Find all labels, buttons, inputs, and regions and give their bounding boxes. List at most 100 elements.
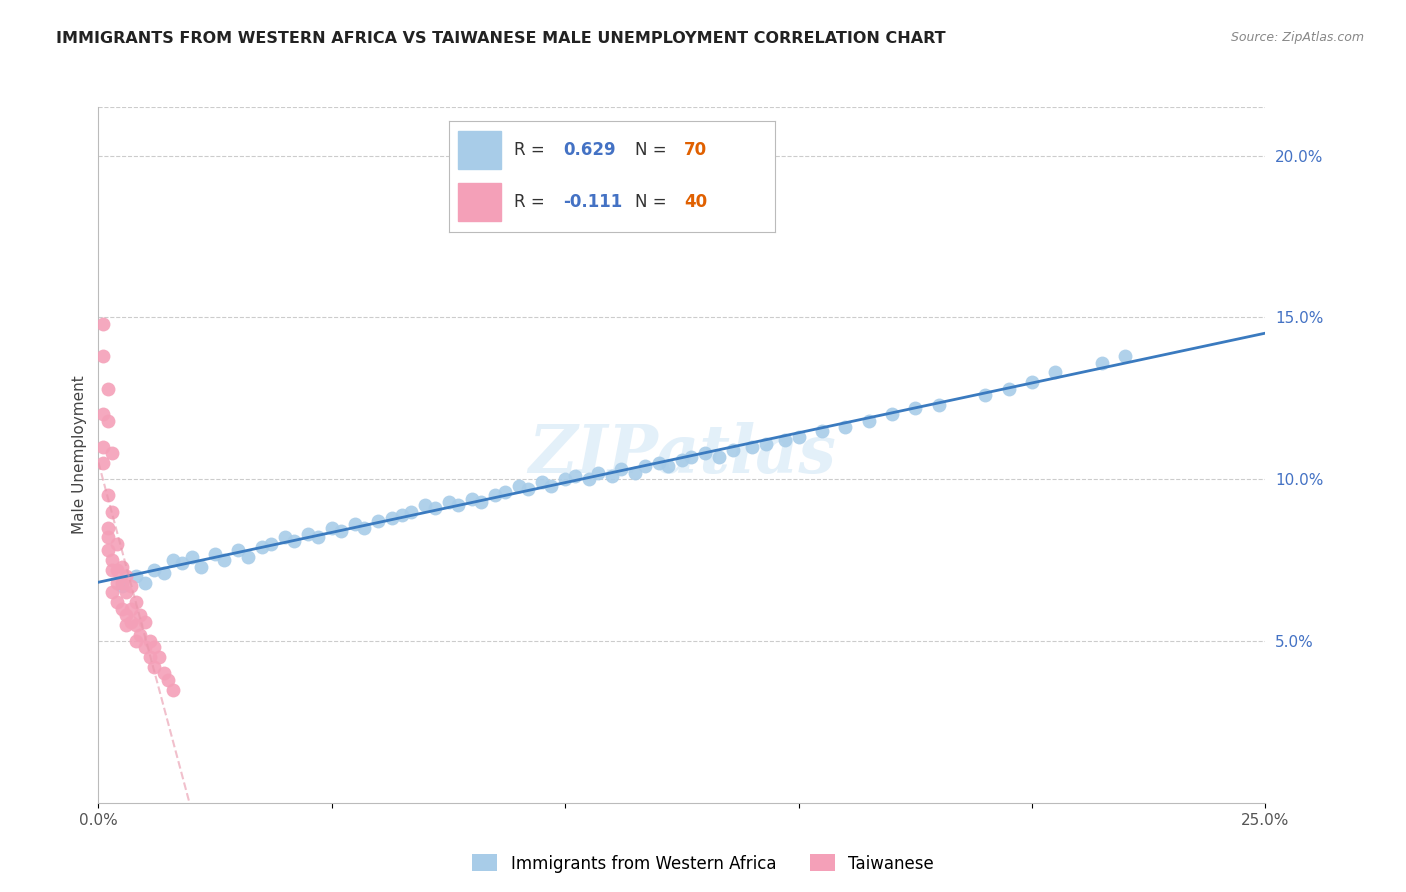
Point bbox=[101, 585, 124, 599]
Point bbox=[115, 608, 138, 623]
Point bbox=[624, 466, 647, 480]
Point bbox=[101, 504, 124, 518]
Point bbox=[353, 521, 375, 535]
Point bbox=[610, 462, 633, 476]
Point bbox=[111, 601, 134, 615]
Point bbox=[120, 615, 142, 629]
Point bbox=[399, 504, 422, 518]
Point bbox=[997, 382, 1019, 396]
Point bbox=[1021, 375, 1043, 389]
Point bbox=[516, 482, 538, 496]
Point bbox=[125, 569, 148, 583]
Point bbox=[91, 456, 114, 470]
Point bbox=[134, 615, 156, 629]
Point bbox=[97, 543, 120, 558]
Point bbox=[101, 553, 124, 567]
Y-axis label: Male Unemployment: Male Unemployment bbox=[72, 376, 87, 534]
Point bbox=[162, 682, 184, 697]
Point bbox=[413, 498, 436, 512]
Point bbox=[423, 501, 446, 516]
Point bbox=[91, 349, 114, 363]
Point bbox=[1045, 365, 1067, 379]
Point bbox=[880, 408, 903, 422]
Point bbox=[97, 531, 120, 545]
Point bbox=[755, 436, 778, 450]
Point bbox=[741, 440, 763, 454]
Point bbox=[530, 475, 553, 490]
Point bbox=[134, 640, 156, 655]
Point bbox=[554, 472, 576, 486]
Point bbox=[811, 424, 834, 438]
Point bbox=[330, 524, 353, 538]
Point bbox=[172, 557, 194, 571]
Point bbox=[148, 650, 170, 665]
Point bbox=[101, 446, 124, 460]
Point bbox=[508, 478, 530, 492]
Point bbox=[91, 440, 114, 454]
Point bbox=[671, 452, 693, 467]
Point bbox=[157, 673, 180, 687]
Point bbox=[143, 563, 166, 577]
Point bbox=[787, 430, 810, 444]
Point bbox=[437, 495, 460, 509]
Point bbox=[91, 317, 114, 331]
Point bbox=[105, 575, 128, 590]
Point bbox=[834, 420, 856, 434]
Text: ZIPatlas: ZIPatlas bbox=[529, 423, 835, 487]
Point bbox=[540, 478, 562, 492]
Point bbox=[139, 634, 162, 648]
Point bbox=[97, 414, 120, 428]
Point bbox=[307, 531, 329, 545]
Point bbox=[633, 459, 655, 474]
Point bbox=[152, 566, 174, 580]
Point bbox=[120, 579, 142, 593]
Point bbox=[236, 549, 259, 564]
Point bbox=[204, 547, 226, 561]
Point bbox=[115, 569, 138, 583]
Point bbox=[709, 450, 731, 464]
Point bbox=[381, 511, 404, 525]
Point bbox=[904, 401, 927, 415]
Point bbox=[461, 491, 484, 506]
Point bbox=[274, 531, 297, 545]
Point bbox=[115, 617, 138, 632]
Point bbox=[447, 498, 470, 512]
Point bbox=[928, 398, 950, 412]
Point bbox=[125, 595, 148, 609]
Point bbox=[143, 660, 166, 674]
Point bbox=[125, 634, 148, 648]
Point bbox=[484, 488, 506, 502]
Point bbox=[152, 666, 174, 681]
Point bbox=[190, 559, 212, 574]
Point bbox=[260, 537, 283, 551]
Point bbox=[578, 472, 600, 486]
Point bbox=[105, 595, 128, 609]
Point bbox=[115, 585, 138, 599]
Point bbox=[657, 459, 679, 474]
Point bbox=[180, 549, 202, 564]
Text: IMMIGRANTS FROM WESTERN AFRICA VS TAIWANESE MALE UNEMPLOYMENT CORRELATION CHART: IMMIGRANTS FROM WESTERN AFRICA VS TAIWAN… bbox=[56, 31, 946, 46]
Point bbox=[111, 575, 134, 590]
Point bbox=[470, 495, 492, 509]
Point bbox=[344, 517, 367, 532]
Point bbox=[321, 521, 343, 535]
Point bbox=[391, 508, 413, 522]
Point bbox=[125, 617, 148, 632]
Point bbox=[97, 488, 120, 502]
Point bbox=[1091, 356, 1114, 370]
Point bbox=[139, 650, 162, 665]
Point bbox=[105, 563, 128, 577]
Point bbox=[97, 382, 120, 396]
Point bbox=[111, 579, 134, 593]
Point bbox=[564, 469, 586, 483]
Point bbox=[695, 446, 717, 460]
Point bbox=[723, 443, 745, 458]
Point bbox=[1114, 349, 1136, 363]
Text: Source: ZipAtlas.com: Source: ZipAtlas.com bbox=[1230, 31, 1364, 45]
Point bbox=[586, 466, 609, 480]
Point bbox=[283, 533, 305, 548]
Point bbox=[97, 521, 120, 535]
Point bbox=[91, 408, 114, 422]
Point bbox=[367, 514, 389, 528]
Point bbox=[681, 450, 703, 464]
